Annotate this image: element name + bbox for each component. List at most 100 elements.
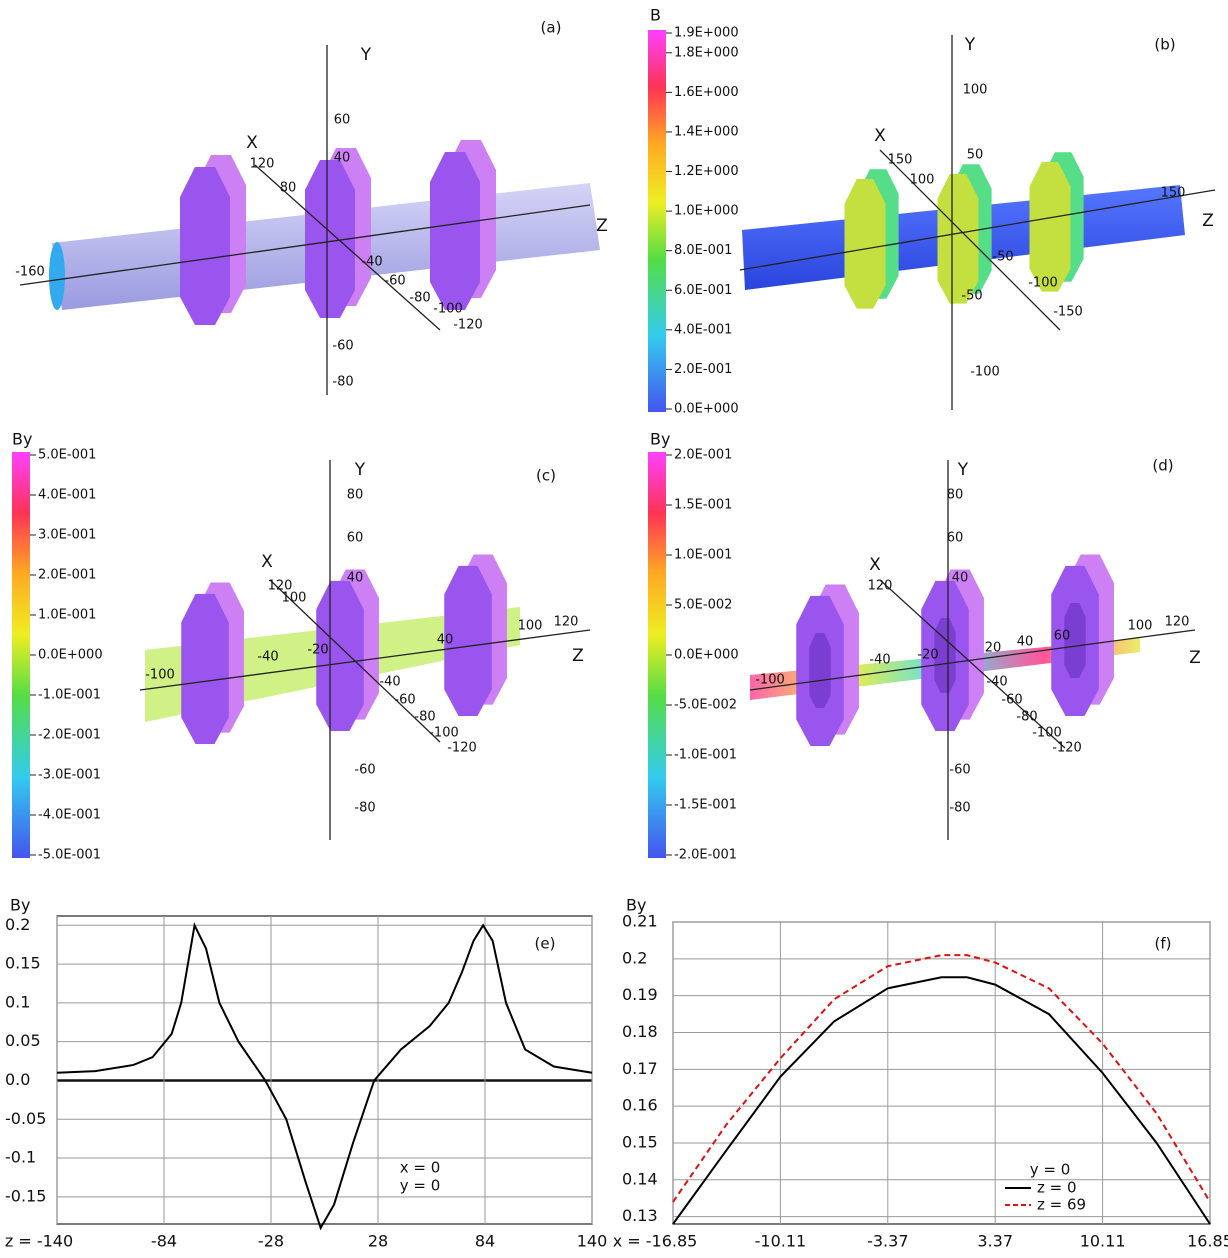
axis-tick-label: 60: [347, 531, 364, 546]
axis-tick-label: -60: [394, 693, 415, 708]
colorbar-tick-label: -4.0E-001: [38, 808, 101, 823]
axis-tick-label: -150: [1053, 305, 1083, 320]
x-tick-label: 84: [475, 1232, 495, 1251]
x-axis: [254, 164, 441, 331]
series-line: [56, 922, 593, 1231]
y-tick-label: 0.15: [622, 1132, 658, 1151]
y-tick-label: 0.2: [5, 915, 30, 934]
axis-tick-label: 60: [947, 531, 964, 546]
axis-tick-label: 40: [334, 151, 351, 166]
plot-frame: [672, 921, 1211, 1225]
x-tick-label: x = -16.85: [613, 1232, 698, 1251]
colorbar-tick-label: 1.6E+000: [674, 85, 739, 100]
colorbar-title: By: [12, 430, 32, 449]
axis-tick-label: 40: [1017, 635, 1034, 650]
colorbar-tick-label: 2.0E-001: [38, 568, 96, 583]
axis-tick-label: 120: [868, 579, 893, 594]
axis-tick-label: 80: [280, 181, 297, 196]
axis-tick-label: -160: [15, 265, 45, 280]
axis-tick-label: -100: [970, 365, 1000, 380]
colorbar-tick-label: -1.0E-001: [38, 688, 101, 703]
axis-tick-label: -40: [257, 650, 278, 665]
colorbar-tick-label: 1.2E+000: [674, 164, 739, 179]
colorbar-tick-label: 1.9E+000: [674, 26, 739, 41]
axis-tick-label: -40: [869, 653, 890, 668]
axis-label: X: [261, 552, 273, 572]
colorbar-tick-label: 6.0E-001: [674, 283, 732, 298]
magnet-face: [444, 565, 492, 716]
axis-tick-label: -120: [1052, 741, 1082, 756]
axis-label: Y: [964, 35, 976, 55]
y-tick-label: 0.0: [5, 1070, 30, 1089]
y-tick-label: 0.16: [622, 1096, 658, 1115]
colorbar: [648, 30, 666, 412]
axis-tick-label: -20: [307, 643, 328, 658]
colorbar-tick-label: -1.5E-001: [674, 798, 737, 813]
x-axis: [879, 149, 1061, 331]
axis-tick-label: 100: [963, 83, 988, 98]
series-line: [672, 976, 1211, 1225]
axis-tick-label: -100: [433, 302, 463, 317]
axis-tick-label: -60: [354, 763, 375, 778]
axis-tick-label: 80: [347, 488, 364, 503]
annotation: (f): [1155, 935, 1172, 953]
axis-tick-label: 100: [910, 173, 935, 188]
axis-tick-label: 80: [947, 488, 964, 503]
axis-label: Z: [1202, 211, 1214, 231]
x-tick-label: 16.85: [1187, 1232, 1228, 1251]
axis-tick-label: -120: [447, 741, 477, 756]
panel-label: (b): [1154, 36, 1175, 54]
colorbar-tick-label: 1.0E+000: [674, 204, 739, 219]
colorbar-tick-label: 2.0E-001: [674, 448, 732, 463]
z-axis: [749, 629, 1196, 691]
axis-tick-label: -20: [917, 648, 938, 663]
z-axis: [139, 629, 591, 691]
y-tick-label: -0.1: [5, 1148, 36, 1167]
y-axis-label: By: [10, 896, 30, 915]
axis-tick-label: -120: [453, 318, 483, 333]
x-tick-label: 3.37: [977, 1232, 1013, 1251]
axis-label: X: [246, 133, 258, 153]
axis-tick-label: -60: [1001, 693, 1022, 708]
x-axis: [269, 579, 441, 743]
axis-tick-label: 120: [1165, 615, 1190, 630]
magnet-hole: [1064, 602, 1086, 678]
x-tick-label: z = -140: [5, 1232, 73, 1251]
colorbar-title: B: [650, 6, 661, 25]
colorbar-tick-label: -5.0E-001: [38, 848, 101, 863]
axis-tick-label: -80: [414, 710, 435, 725]
axis-tick-label: 20: [985, 641, 1002, 656]
colorbar-tick-label: 4.0E-001: [674, 322, 732, 337]
axis-tick-label: -80: [949, 801, 970, 816]
axis-tick-label: 100: [518, 619, 543, 634]
axis-tick-label: -80: [1016, 710, 1037, 725]
axis-tick-label: 100: [282, 591, 307, 606]
panel-label: (d): [1152, 457, 1173, 475]
magnet-face: [844, 179, 886, 309]
axis-label: X: [869, 555, 881, 575]
magnet-face: [305, 160, 355, 318]
colorbar-tick-label: 1.0E-001: [38, 608, 96, 623]
magnet-hole: [934, 617, 956, 693]
colorbar-tick-label: 0.0E+000: [38, 648, 103, 663]
axis-tick-label: -60: [384, 274, 405, 289]
panel-label: (a): [541, 19, 562, 37]
magnet-face: [430, 152, 480, 310]
axis-label: Z: [1189, 648, 1201, 668]
y-tick-label: 0.18: [622, 1022, 658, 1041]
magnet-hole: [809, 632, 831, 708]
axis-tick-label: 60: [1054, 629, 1071, 644]
panel-label: (c): [536, 467, 556, 485]
magnet-face: [937, 174, 979, 304]
magnet-face: [316, 580, 364, 731]
y-axis-label: By: [626, 896, 646, 915]
axis-tick-label: -100: [755, 673, 785, 688]
axis-label: Z: [596, 216, 608, 236]
axis-tick-label: 120: [554, 615, 579, 630]
colorbar-tick-label: 2.0E-001: [674, 362, 732, 377]
axis-tick-label: -40: [986, 675, 1007, 690]
y-tick-label: 0.15: [5, 954, 41, 973]
colorbar-tick-label: 0.0E+000: [674, 402, 739, 417]
axis-tick-label: -50: [992, 250, 1013, 265]
annotation: x = 0: [400, 1159, 441, 1177]
